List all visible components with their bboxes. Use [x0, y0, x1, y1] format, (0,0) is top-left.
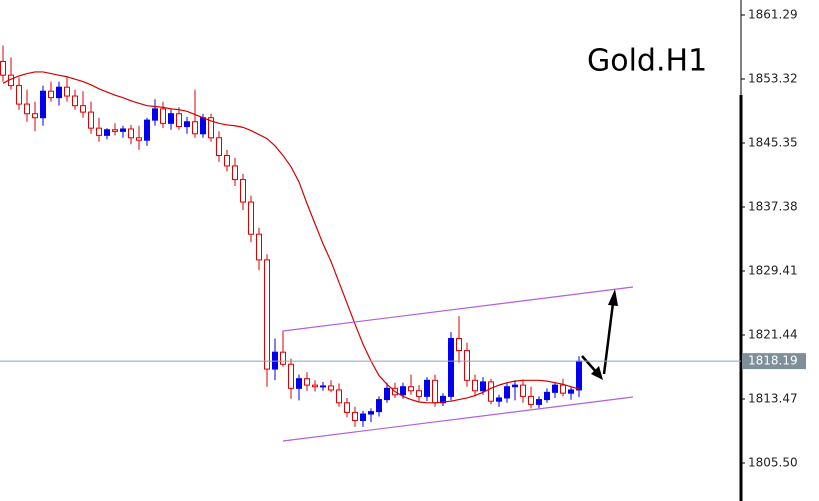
candle-body: [240, 179, 246, 203]
y-tick-label: 1837.38: [748, 200, 798, 214]
candle-body: [176, 113, 182, 128]
candle-body: [64, 86, 70, 97]
candle-body: [256, 233, 262, 261]
candle-body: [424, 379, 430, 397]
candle-body: [184, 121, 190, 128]
candle-body: [352, 411, 358, 421]
candle-body: [520, 384, 526, 397]
candle-body: [376, 399, 382, 413]
candle-body: [152, 108, 158, 121]
candle-body: [472, 379, 478, 392]
candle-body: [544, 391, 550, 401]
candle-body: [456, 338, 462, 352]
candle-body: [104, 129, 110, 136]
current-price-box: [742, 353, 806, 370]
y-tick-label: 1805.50: [748, 456, 798, 470]
candle-body: [360, 413, 366, 421]
candle-body: [320, 385, 326, 388]
candle-body: [200, 117, 206, 135]
candle-body: [480, 381, 486, 392]
candle-body: [560, 384, 566, 394]
candle-body: [304, 378, 310, 386]
candle-body: [512, 384, 518, 388]
candle-body: [384, 387, 390, 401]
y-tick-label: 1845.35: [748, 136, 798, 150]
candle-body: [96, 127, 102, 136]
candle-body: [328, 385, 334, 391]
candle-body: [568, 389, 574, 394]
candle-body: [432, 379, 438, 404]
candle-body: [248, 201, 254, 235]
candle-body: [232, 165, 238, 181]
candle-body: [128, 128, 134, 139]
candle-body: [48, 90, 54, 99]
candle-body: [0, 61, 6, 76]
candle-body: [144, 119, 150, 141]
candle-body: [160, 108, 166, 124]
candle-body: [464, 350, 470, 381]
candle-body: [344, 402, 350, 413]
candle-body: [296, 378, 302, 389]
y-tick-label: 1829.41: [748, 264, 798, 278]
axis-bar: [739, 95, 743, 501]
channel-lower: [282, 396, 634, 442]
candle-body: [528, 395, 534, 405]
moving-average: [2, 71, 580, 404]
current-price-label: 1818.19: [748, 354, 798, 368]
y-tick-label: 1861.29: [748, 8, 798, 22]
candle-body: [192, 121, 198, 135]
candle-body: [488, 381, 494, 402]
candle-body: [504, 386, 510, 399]
candle-body: [56, 86, 62, 99]
candle-body: [16, 85, 22, 105]
candle-body: [24, 103, 30, 115]
candle-body: [336, 389, 342, 404]
candle-body: [400, 386, 406, 396]
candle-body: [88, 111, 94, 129]
candle-body: [280, 351, 286, 365]
candle-body: [168, 113, 174, 124]
candle-body: [576, 360, 582, 391]
candle-body: [224, 154, 230, 167]
y-tick-label: 1813.47: [748, 392, 798, 406]
candle-body: [536, 399, 542, 405]
y-tick-label: 1821.44: [748, 328, 798, 342]
candle-body: [440, 395, 446, 404]
candle-body: [208, 117, 214, 139]
arrow-down: [581, 355, 603, 380]
y-tick-label: 1853.32: [748, 72, 798, 86]
channel-upper: [282, 286, 634, 332]
candle-body: [112, 129, 118, 132]
chart-title: Gold.H1: [587, 44, 707, 79]
candle-body: [216, 137, 222, 156]
candle-body: [264, 259, 270, 370]
candle-body: [448, 338, 454, 397]
candle-body: [552, 384, 558, 393]
candle-body: [32, 113, 38, 119]
candle-body: [368, 411, 374, 415]
candle-body: [408, 386, 414, 392]
candle-body: [72, 95, 78, 107]
candle-body: [120, 128, 126, 132]
candle-body: [136, 137, 142, 141]
candle-body: [40, 90, 46, 119]
candle-body: [80, 105, 86, 113]
candle-body: [416, 390, 422, 397]
candle-body: [496, 397, 502, 402]
candle-body: [288, 363, 294, 389]
candle-body: [312, 384, 318, 388]
arrow-up: [602, 289, 618, 375]
